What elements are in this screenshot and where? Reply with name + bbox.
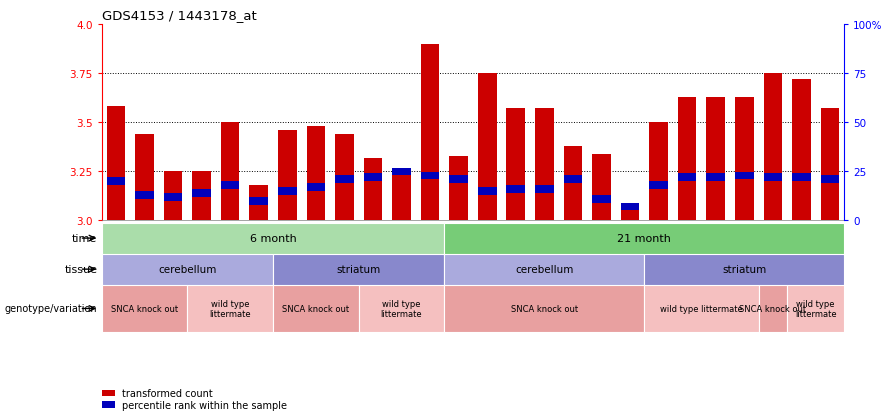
- Bar: [135, 135, 154, 221]
- Bar: [592, 196, 611, 203]
- Text: striatum: striatum: [337, 264, 381, 275]
- Text: 21 month: 21 month: [617, 233, 671, 244]
- Text: 6 month: 6 month: [249, 233, 296, 244]
- Bar: [335, 176, 354, 183]
- Text: wild type
littermate: wild type littermate: [210, 299, 251, 318]
- Bar: [335, 135, 354, 221]
- Bar: [363, 174, 382, 182]
- Bar: [392, 168, 411, 176]
- Text: percentile rank within the sample: percentile rank within the sample: [122, 400, 287, 410]
- Bar: [792, 174, 811, 182]
- Bar: [187, 285, 273, 332]
- Bar: [307, 184, 325, 191]
- Text: tissue: tissue: [65, 264, 97, 275]
- Bar: [764, 74, 782, 221]
- Bar: [735, 97, 753, 221]
- Bar: [278, 131, 297, 221]
- Bar: [421, 45, 439, 221]
- Text: cerebellum: cerebellum: [515, 264, 574, 275]
- Bar: [644, 254, 844, 285]
- Bar: [678, 97, 697, 221]
- Bar: [249, 185, 268, 221]
- Bar: [592, 154, 611, 221]
- Bar: [102, 389, 115, 396]
- Text: SNCA knock out: SNCA knock out: [739, 304, 806, 313]
- Bar: [564, 147, 583, 221]
- Bar: [758, 285, 787, 332]
- Bar: [649, 123, 668, 221]
- Bar: [273, 285, 359, 332]
- Text: striatum: striatum: [722, 264, 766, 275]
- Bar: [273, 254, 445, 285]
- Bar: [706, 97, 725, 221]
- Bar: [307, 127, 325, 221]
- Bar: [644, 285, 758, 332]
- Bar: [449, 176, 468, 183]
- Text: wild type littermate: wild type littermate: [660, 304, 743, 313]
- Bar: [787, 285, 844, 332]
- Bar: [221, 123, 240, 221]
- Bar: [164, 194, 182, 201]
- Text: SNCA knock out: SNCA knock out: [511, 304, 578, 313]
- Text: GDS4153 / 1443178_at: GDS4153 / 1443178_at: [102, 9, 256, 22]
- Bar: [445, 285, 644, 332]
- Bar: [564, 176, 583, 183]
- Bar: [359, 285, 445, 332]
- Bar: [706, 174, 725, 182]
- Text: SNCA knock out: SNCA knock out: [110, 304, 178, 313]
- Bar: [535, 186, 553, 193]
- Bar: [135, 192, 154, 199]
- Bar: [102, 254, 273, 285]
- Bar: [764, 174, 782, 182]
- Text: genotype/variation: genotype/variation: [4, 304, 97, 314]
- Bar: [392, 172, 411, 221]
- Bar: [478, 188, 497, 195]
- Bar: [478, 74, 497, 221]
- Bar: [164, 172, 182, 221]
- Bar: [678, 174, 697, 182]
- Bar: [535, 109, 553, 221]
- Bar: [278, 188, 297, 195]
- Bar: [107, 107, 126, 221]
- Bar: [363, 158, 382, 221]
- Bar: [735, 172, 753, 180]
- Text: SNCA knock out: SNCA knock out: [282, 304, 349, 313]
- Bar: [102, 285, 187, 332]
- Bar: [507, 186, 525, 193]
- Text: wild type
littermate: wild type littermate: [795, 299, 836, 318]
- Bar: [421, 172, 439, 180]
- Bar: [792, 80, 811, 221]
- Text: cerebellum: cerebellum: [158, 264, 217, 275]
- Bar: [102, 223, 445, 254]
- Text: transformed count: transformed count: [122, 388, 213, 398]
- Bar: [193, 190, 211, 197]
- Text: wild type
littermate: wild type littermate: [381, 299, 423, 318]
- Bar: [820, 176, 839, 183]
- Bar: [621, 204, 639, 211]
- Bar: [449, 156, 468, 221]
- Bar: [193, 172, 211, 221]
- Bar: [249, 197, 268, 205]
- Bar: [221, 182, 240, 190]
- Bar: [649, 182, 668, 190]
- Text: time: time: [72, 233, 97, 244]
- Bar: [507, 109, 525, 221]
- Bar: [445, 223, 844, 254]
- Bar: [621, 205, 639, 221]
- Bar: [445, 254, 644, 285]
- Bar: [820, 109, 839, 221]
- Bar: [107, 178, 126, 185]
- Bar: [102, 401, 115, 408]
